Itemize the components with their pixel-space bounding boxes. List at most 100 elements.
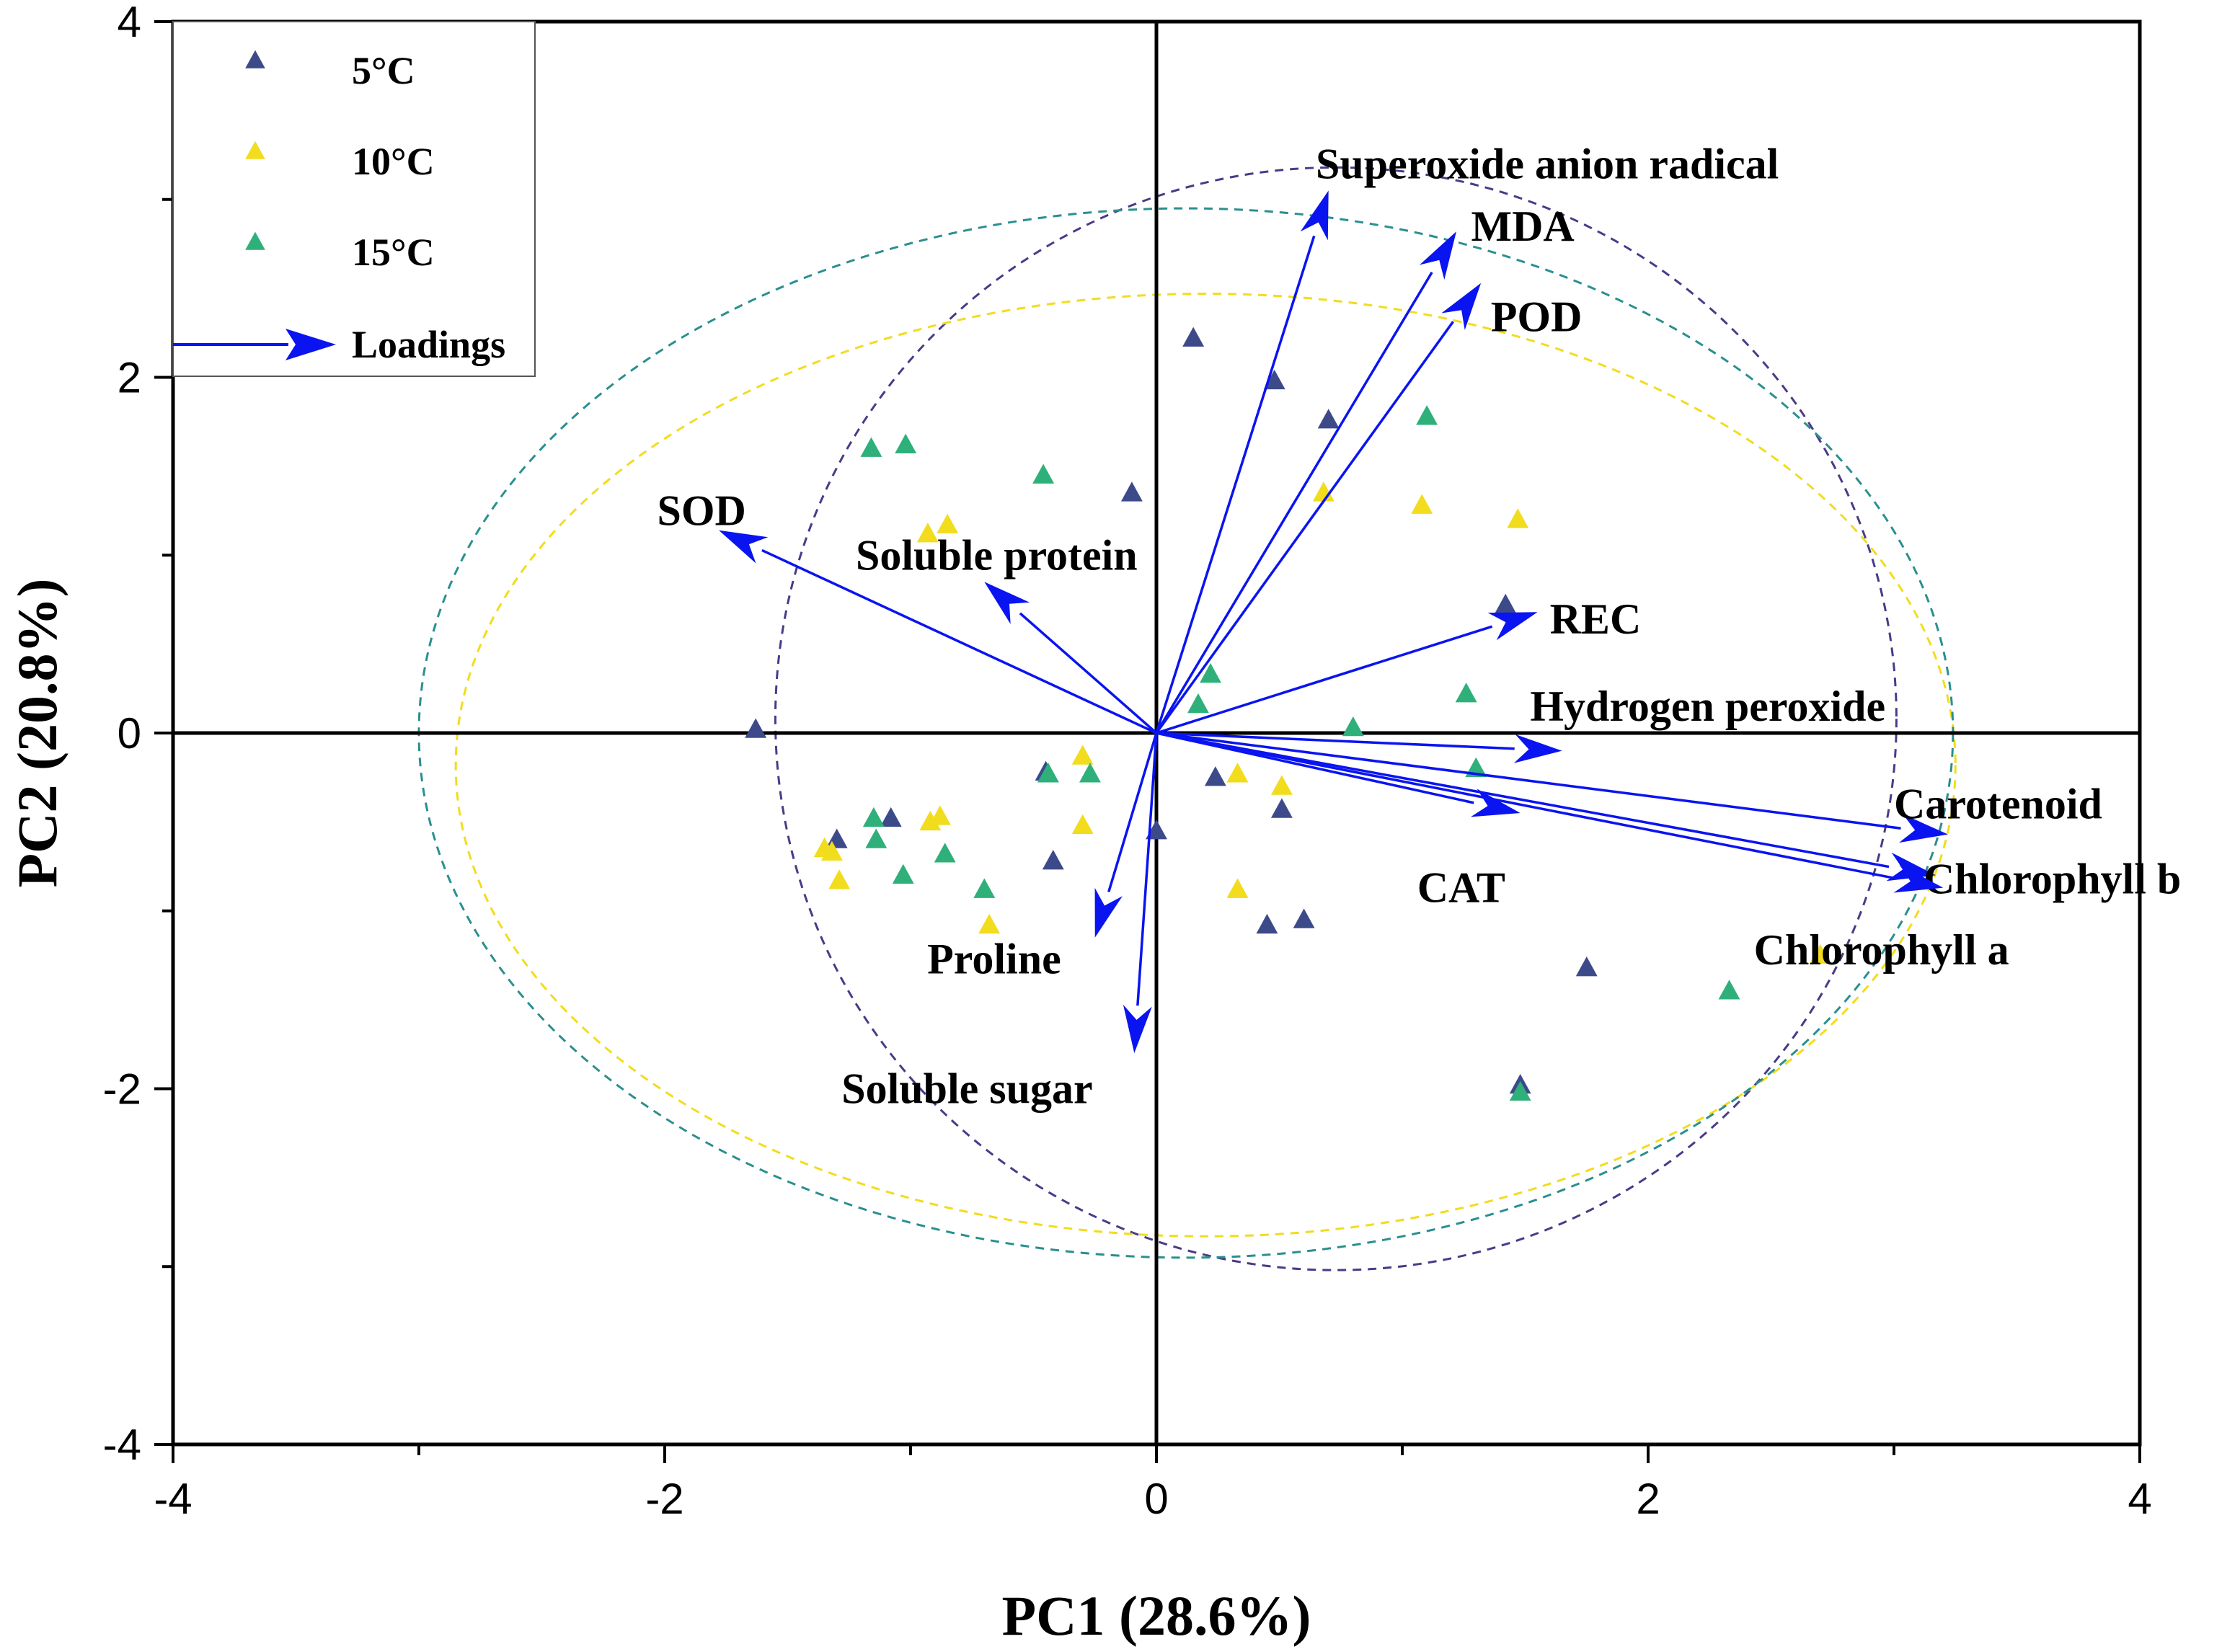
loading-soluble-protein: Soluble protein (856, 531, 1158, 734)
loading-label-chlorophyll-b: Chlorophyll b (1924, 855, 2181, 902)
loading-arrow-head (1886, 852, 1936, 881)
data-point-5-c (1182, 327, 1205, 347)
loading-arrow-line (1136, 732, 1158, 1006)
loading-hydrogen-peroxide: Hydrogen peroxide (1156, 683, 1885, 763)
loading-label-superoxide-anion-radical: Superoxide anion radical (1316, 140, 1779, 187)
data-point-5-c (1317, 409, 1340, 429)
data-point-15-c (862, 807, 885, 827)
y-tick-label: 2 (118, 354, 141, 402)
loading-arrow-line (1155, 271, 1433, 734)
data-point-5-c (1120, 481, 1143, 502)
loading-carotenoid: Carotenoid (1156, 732, 2102, 843)
loading-cat: CAT (1156, 732, 1521, 912)
loading-arrow-head (1123, 1004, 1152, 1054)
loading-arrow-head (984, 582, 1030, 624)
y-tick-label: 4 (118, 0, 141, 46)
loading-arrow-head (1094, 887, 1123, 938)
loading-label-mda: MDA (1471, 203, 1574, 250)
loading-arrow-line (1155, 321, 1454, 734)
loading-arrow-head (1441, 283, 1482, 330)
loading-arrow-head (1487, 612, 1538, 641)
data-point-5-c (880, 807, 902, 827)
x-tick-label: -4 (154, 1475, 192, 1523)
tick-labels: -4 -2 0 2 4 -4 -2 0 2 4 (103, 0, 2152, 1523)
loading-label-soluble-protein: Soluble protein (856, 531, 1138, 579)
data-point-10-c (1071, 745, 1094, 765)
x-axis-title: PC1 (28.6%) (1002, 1584, 1311, 1647)
data-point-5-c (1270, 798, 1293, 818)
data-point-10-c (1071, 814, 1094, 835)
ellipse-10-c (454, 293, 1957, 1238)
data-point-15-c (1718, 980, 1740, 1000)
data-point-15-c (860, 437, 882, 457)
data-point-15-c (1037, 763, 1059, 783)
legend-label-5c: 5°C (352, 49, 415, 92)
data-point-5-c (825, 828, 848, 848)
data-point-10-c (1270, 775, 1293, 795)
data-point-5-c (1293, 908, 1315, 928)
loading-arrow-head (1513, 734, 1562, 763)
data-point-10-c (1411, 494, 1433, 514)
data-point-5-c (1204, 766, 1226, 786)
y-tick-label: -2 (103, 1065, 141, 1114)
data-point-10-c (916, 523, 939, 543)
x-tick-label: 4 (2128, 1475, 2151, 1523)
score-points (745, 327, 1831, 1101)
loading-label-cat: CAT (1417, 864, 1505, 912)
series-15-c (860, 405, 1740, 1101)
loading-arrow-head (1899, 814, 1949, 843)
loading-label-chlorophyll-a: Chlorophyll a (1754, 926, 2009, 974)
series-10-c (813, 481, 1831, 964)
data-point-15-c (865, 828, 888, 848)
loading-mda: MDA (1155, 203, 1575, 734)
loading-pod: POD (1155, 283, 1583, 734)
data-point-10-c (1226, 763, 1249, 783)
loading-label-proline: Proline (927, 935, 1061, 982)
loading-label-pod: POD (1491, 293, 1583, 341)
loading-arrow-line (1107, 732, 1158, 893)
legend-item-loadings: Loadings (173, 323, 505, 366)
data-point-10-c (1809, 943, 1831, 964)
legend-marker-15c (245, 231, 265, 250)
loading-chlorophyll-b: Chlorophyll b (1156, 732, 2181, 902)
data-point-15-c (1187, 693, 1209, 714)
loading-label-sod: SOD (657, 487, 745, 535)
loading-arrow-line (1019, 612, 1158, 734)
data-point-5-c (1042, 850, 1064, 870)
legend-label-15c: 15°C (352, 231, 435, 274)
loading-arrow-line (1156, 732, 1897, 880)
data-point-15-c (1342, 716, 1364, 737)
loading-chlorophyll-a: Chlorophyll a (1156, 732, 2009, 974)
loading-proline: Proline (927, 732, 1158, 982)
loading-soluble-sugar: Soluble sugar (841, 732, 1158, 1113)
loading-rec: REC (1156, 595, 1642, 734)
data-point-15-c (892, 863, 914, 884)
data-point-10-c (1226, 878, 1249, 898)
loading-arrow-line (1156, 732, 1474, 804)
loading-arrow-line (761, 549, 1157, 734)
data-point-15-c (1509, 1080, 1531, 1101)
data-point-10-c (937, 513, 959, 534)
legend-box (172, 21, 536, 377)
loading-label-soluble-sugar: Soluble sugar (841, 1065, 1092, 1113)
data-point-5-c (1575, 956, 1598, 977)
data-point-15-c (1032, 463, 1055, 484)
data-point-5-c (1495, 593, 1517, 614)
data-point-5-c (1263, 369, 1285, 390)
y-tick-label: -4 (103, 1421, 141, 1469)
legend-marker-5c (245, 50, 265, 68)
data-point-15-c (934, 843, 956, 863)
loading-label-rec: REC (1550, 595, 1642, 643)
legend-item-15c: 15°C (245, 231, 435, 274)
loading-arrow-head (719, 530, 769, 564)
x-tick-label: 0 (1144, 1475, 1168, 1523)
data-point-5-c (745, 718, 767, 738)
data-point-10-c (828, 869, 851, 889)
data-point-5-c (1256, 913, 1278, 934)
data-point-15-c (895, 433, 917, 453)
legend-label-loadings: Loadings (352, 323, 505, 366)
data-point-15-c (1079, 763, 1101, 783)
legend-label-10c: 10°C (352, 140, 435, 183)
x-tick-label: 2 (1636, 1475, 1660, 1523)
